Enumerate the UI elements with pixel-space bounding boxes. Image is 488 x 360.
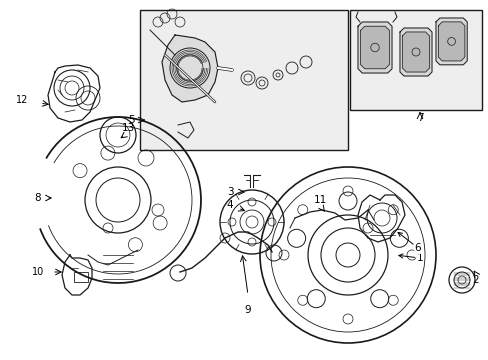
Polygon shape [357,22,391,73]
Text: 4: 4 [226,200,233,210]
Bar [74,272,88,282]
Text: 9: 9 [244,305,251,315]
Text: 2: 2 [472,275,478,285]
Text: 11: 11 [313,195,326,205]
Polygon shape [162,35,218,102]
Bar [140,10,347,150]
Polygon shape [402,32,429,72]
Text: 13: 13 [121,123,134,133]
Polygon shape [360,26,388,69]
Text: 10: 10 [32,267,44,277]
Polygon shape [435,18,466,65]
Text: 7: 7 [416,113,423,123]
Text: 1: 1 [398,253,423,263]
Polygon shape [399,28,431,76]
Bar [349,10,481,110]
Text: 12: 12 [16,95,28,105]
Polygon shape [437,22,464,61]
Text: 8: 8 [35,193,41,203]
Text: 3: 3 [226,187,233,197]
Text: 6: 6 [397,233,421,253]
Text: 5: 5 [128,115,135,125]
